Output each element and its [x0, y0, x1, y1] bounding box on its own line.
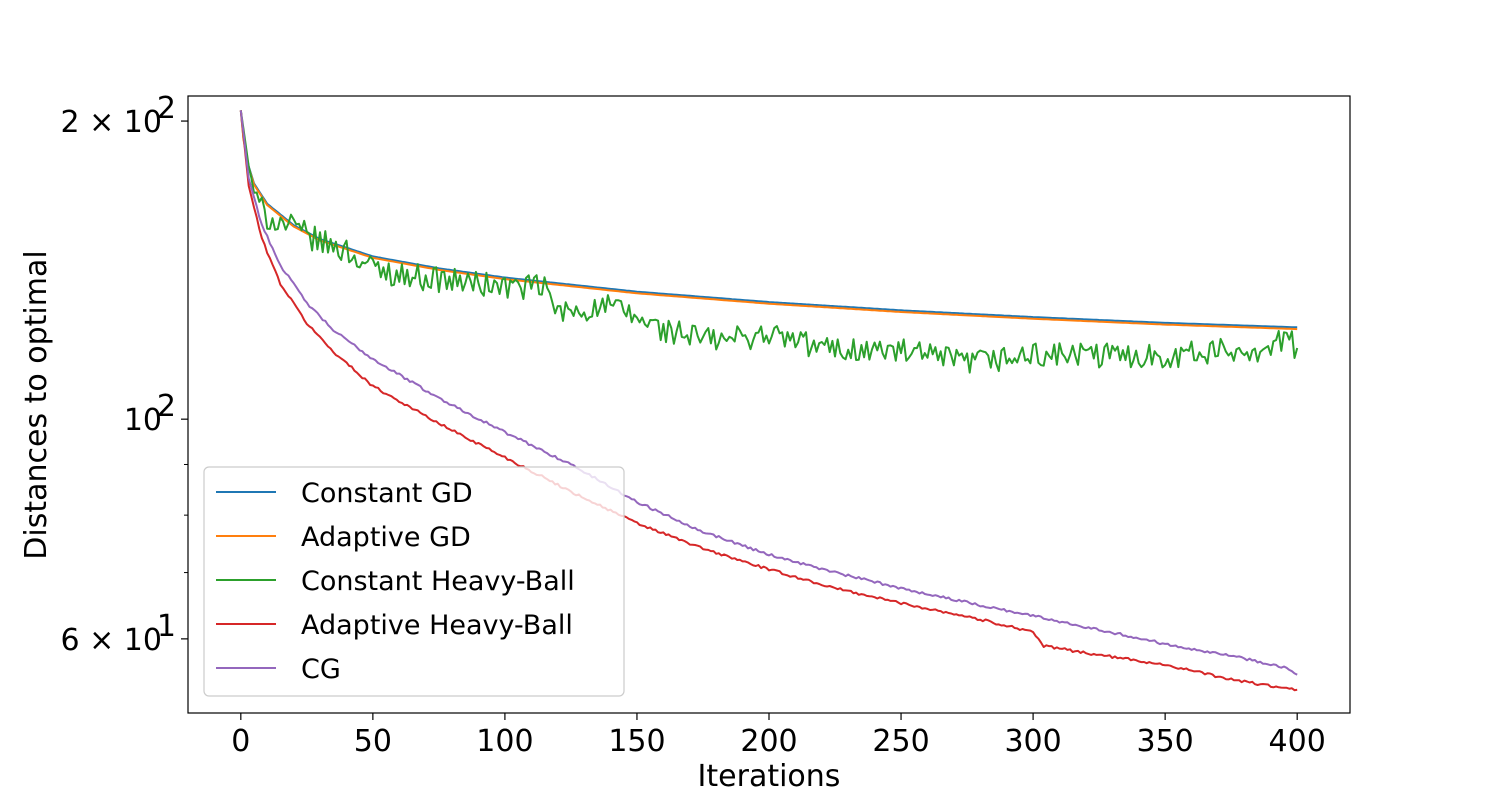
y-tick-exponent: 2	[157, 91, 176, 126]
y-tick-label: 2 × 10	[61, 105, 162, 140]
series-line-4	[239, 110, 1298, 692]
series-line-2	[239, 110, 1298, 331]
x-tick-label: 400	[1269, 724, 1326, 759]
x-axis-label: Iterations	[698, 759, 841, 794]
series-line-3	[239, 110, 1299, 374]
x-tick-label: 200	[740, 724, 797, 759]
legend-entry: Constant Heavy-Ball	[301, 566, 575, 597]
legend: Constant GD Adaptive GD Constant Heavy-Bal…	[203, 466, 625, 697]
legend-entry: CG	[301, 654, 341, 685]
series-line-1	[239, 110, 1298, 329]
x-tick-label: 150	[608, 724, 665, 759]
series-line-5	[239, 110, 1298, 676]
y-tick-label: 6 × 10	[61, 623, 162, 658]
x-tick-label: 50	[354, 724, 392, 759]
series-layer	[239, 110, 1299, 692]
y-axis-label: Distances to optimal	[19, 250, 54, 559]
y-tick-label: 10	[124, 403, 162, 438]
x-tick-label: 0	[231, 724, 250, 759]
x-tick-label: 250	[872, 724, 929, 759]
y-tick-exponent: 2	[157, 389, 176, 424]
x-tick-label: 300	[1004, 724, 1061, 759]
legend-entry: Adaptive Heavy-Ball	[301, 610, 573, 641]
y-tick-exponent: 1	[157, 609, 176, 644]
x-tick-label: 350	[1137, 724, 1194, 759]
legend-entry: Adaptive GD	[301, 522, 471, 553]
x-tick-label: 100	[476, 724, 533, 759]
legend-box	[203, 466, 625, 697]
legend-entry: Constant GD	[301, 478, 473, 509]
